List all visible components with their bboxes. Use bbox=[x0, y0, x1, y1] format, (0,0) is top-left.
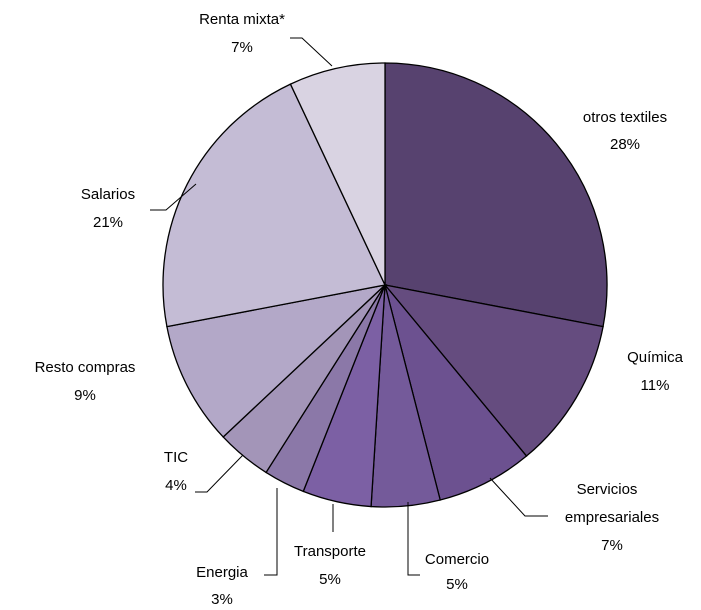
slice-value-label: 5% bbox=[446, 576, 468, 593]
slice-label: Salarios bbox=[81, 186, 135, 203]
slice-value-label: 9% bbox=[74, 387, 96, 404]
leader-line bbox=[195, 454, 244, 493]
slice-label: Energia bbox=[196, 564, 248, 581]
leader-line bbox=[290, 37, 333, 67]
leader-line bbox=[489, 477, 548, 517]
slice-label: Comercio bbox=[425, 551, 489, 568]
slice-label: Servicios empresariales bbox=[565, 481, 659, 526]
slice-label: Química bbox=[627, 349, 684, 366]
leader-line bbox=[150, 183, 197, 211]
slice-value-label: 5% bbox=[319, 571, 341, 588]
slice-label: TIC bbox=[164, 449, 188, 466]
pie-slice bbox=[384, 62, 608, 328]
slice-value-label: 11% bbox=[641, 377, 670, 394]
slice-value-label: 7% bbox=[231, 39, 253, 56]
slice-label: Transporte bbox=[294, 543, 366, 560]
slice-value-label: 3% bbox=[211, 591, 233, 608]
slice-value-label: 28% bbox=[610, 136, 640, 153]
slice-value-label: 4% bbox=[165, 477, 187, 494]
leader-line bbox=[407, 502, 420, 576]
slice-label: otros textiles bbox=[583, 109, 667, 126]
pie-slice bbox=[289, 62, 386, 286]
leader-line bbox=[264, 488, 278, 576]
slice-label: Resto compras bbox=[35, 359, 136, 376]
pie-slice bbox=[166, 283, 388, 438]
slice-value-label: 21% bbox=[93, 214, 123, 231]
pie-slice bbox=[383, 284, 604, 457]
slice-label: Renta mixta* bbox=[199, 11, 285, 28]
pie-slice bbox=[162, 83, 386, 328]
slice-value-label: 7% bbox=[601, 537, 623, 554]
